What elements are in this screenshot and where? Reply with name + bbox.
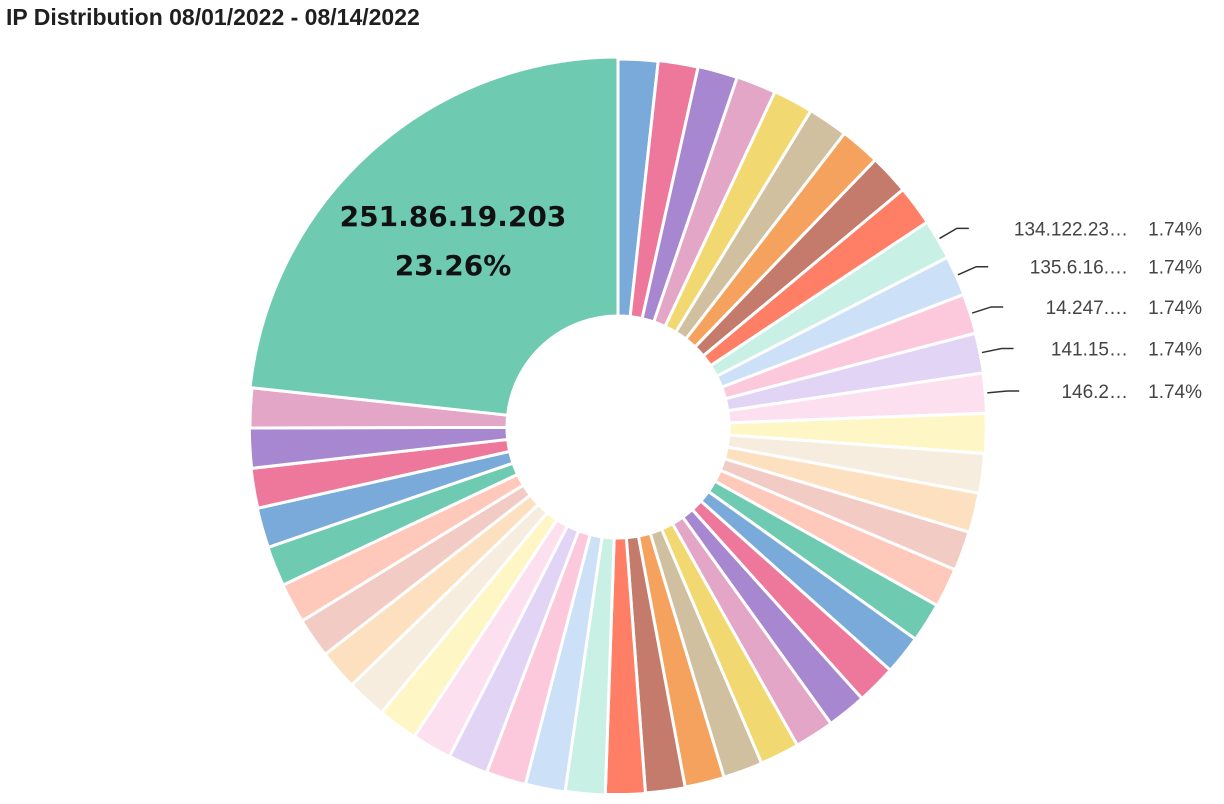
callout-percent-14: 1.74% — [1148, 382, 1202, 403]
callout-percent-12: 1.74% — [1148, 298, 1202, 319]
pie-slice-45[interactable] — [248, 55, 620, 417]
callout-percent-10: 1.74% — [1148, 219, 1202, 240]
chart-title: IP Distribution 08/01/2022 - 08/14/2022 — [6, 4, 420, 30]
callout-label-10: 134.122.23… — [1014, 219, 1128, 240]
callout-percent-13: 1.74% — [1148, 340, 1202, 361]
slices-group — [247, 55, 989, 797]
callout-label-14: 146.2… — [1061, 382, 1128, 403]
callouts-group: 1.74% 134.122.23… 1.74% 135.6.16.… 1.74% 14.2… — [939, 219, 1202, 403]
highlight-ip-label: 251.86.19.203 — [340, 200, 567, 233]
callout-label-13: 141.15… — [1051, 340, 1128, 361]
highlight-percent-label: 23.26% — [395, 249, 512, 282]
highlight-label-group: 251.86.19.203 23.26% — [340, 200, 567, 282]
callout-line-11 — [957, 265, 989, 276]
callout-label-12: 14.247.… — [1046, 298, 1128, 319]
callout-percent-11: 1.74% — [1148, 258, 1202, 279]
callout-line-14 — [987, 390, 1020, 394]
callout-label-11: 135.6.16.… — [1030, 258, 1128, 279]
callout-line-12 — [971, 306, 1004, 314]
callout-line-10 — [939, 227, 969, 240]
callout-line-13 — [981, 347, 1014, 354]
